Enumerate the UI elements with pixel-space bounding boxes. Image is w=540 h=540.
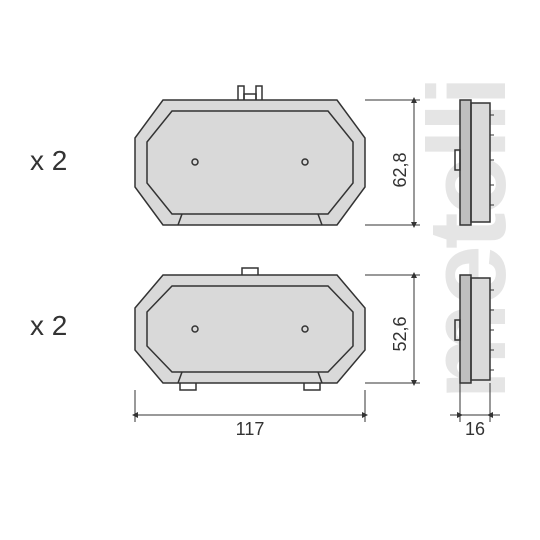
dim-height-bottom-value: 52,6 bbox=[390, 316, 410, 351]
dim-height-top-value: 62,8 bbox=[390, 152, 410, 187]
dim-width-value: 117 bbox=[236, 419, 265, 439]
dim-thickness-value: 16 bbox=[465, 419, 485, 439]
brake-pad-bottom-front bbox=[135, 268, 365, 390]
technical-drawing: metelli x 2 x 2 bbox=[0, 0, 540, 540]
dim-width: 117 bbox=[135, 390, 365, 439]
brake-pad-top-side bbox=[455, 100, 494, 225]
qty-bottom: x 2 bbox=[30, 310, 67, 341]
brake-pad-top-front bbox=[135, 86, 365, 225]
brake-pad-bottom-side bbox=[455, 275, 494, 383]
qty-top: x 2 bbox=[30, 145, 67, 176]
